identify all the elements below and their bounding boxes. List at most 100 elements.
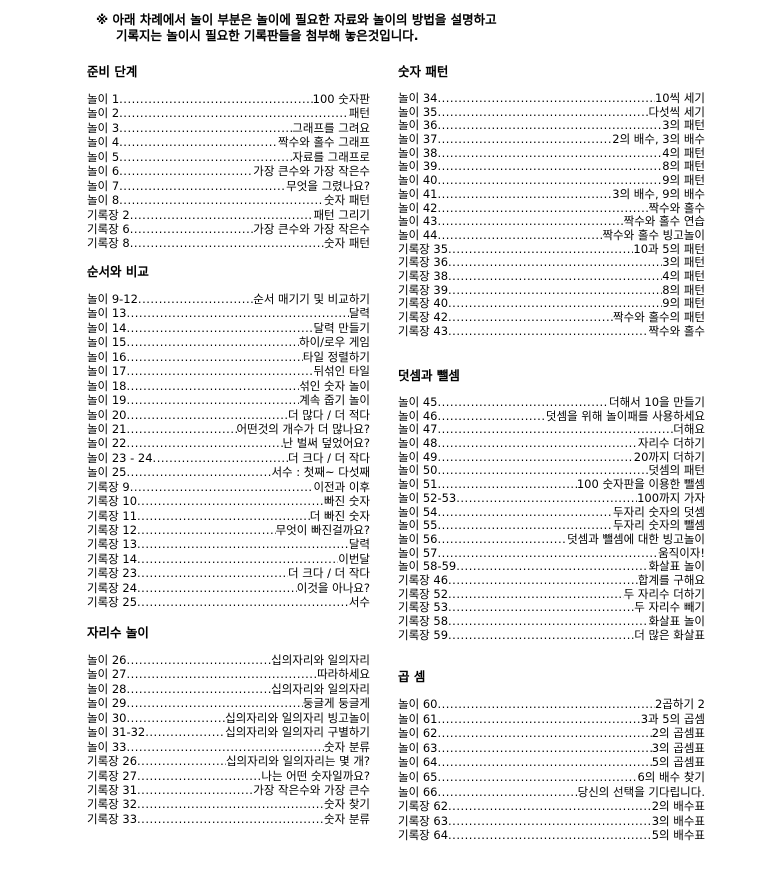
dot-leader [437, 741, 651, 756]
dot-leader [437, 188, 612, 202]
entry-title: 십의자리와 일의자리 [271, 681, 370, 696]
entry-label: 기록장 25 [87, 595, 138, 610]
entry-label: 놀이 19 [87, 393, 127, 408]
dot-leader [126, 711, 225, 725]
dot-leader [437, 437, 637, 451]
toc-entry: 놀이 55 두자리 숫자의 뺄셈 [398, 518, 705, 533]
toc-entry: 기록장 24 이것을 아나요? [87, 581, 370, 595]
entry-label: 놀이 14 [87, 320, 127, 335]
entry-title: 3과 5의 곱셈 [640, 711, 705, 726]
entry-label: 놀이 39 [398, 159, 438, 174]
entry-title: 하이/로우 게임 [298, 335, 370, 350]
toc-entry: 놀이 34 10씩 세기 [398, 91, 705, 106]
entry-label: 기록장 13 [87, 537, 138, 552]
dot-leader [448, 256, 662, 270]
dot-leader [137, 537, 349, 551]
entry-label: 기록장 24 [87, 580, 138, 595]
entry-title: 4의 패턴 [662, 145, 705, 160]
toc-entry: 놀이 40 9의 패턴 [398, 173, 705, 188]
entry-label: 기록장 6 [87, 221, 130, 236]
entry-label: 놀이 36 [398, 118, 438, 133]
entry-label: 놀이 23 - 24 [87, 450, 153, 465]
entry-label: 기록장 53 [398, 600, 449, 615]
toc-entry: 기록장 43 짝수와 홀수 [398, 323, 705, 339]
toc-entry: 놀이 26 십의자리와 일의자리 [87, 653, 370, 667]
dot-leader [119, 150, 292, 164]
dot-leader [126, 350, 302, 364]
entry-title: 20까지 더하기 [633, 449, 705, 464]
dot-leader [137, 494, 324, 508]
entry-title: 계속 줍기 놀이 [299, 393, 370, 408]
entry-title: 십의자리와 일의자리 [271, 653, 370, 667]
entry-label: 놀이 29 [87, 696, 127, 711]
entry-label: 놀이 61 [398, 711, 438, 726]
entry-label: 기록장 14 [87, 551, 138, 566]
dot-leader [137, 509, 310, 523]
entry-label: 기록장 39 [398, 282, 449, 297]
entry-title: 8의 패턴 [662, 159, 705, 174]
toc-entry: 기록장 12 무엇이 빠진걸까요? [87, 523, 370, 537]
entry-title: 5의 곱셈표 [651, 755, 705, 770]
dot-leader [126, 667, 317, 681]
entry-label: 놀이 34 [398, 91, 438, 105]
entry-label: 기록장 59 [398, 627, 449, 642]
entry-title: 합계를 구해요 [637, 572, 705, 587]
entry-label: 놀이 55 [398, 518, 438, 533]
entry-title: 패턴 [348, 106, 370, 121]
entry-label: 기록장 36 [398, 255, 449, 270]
entry-title: 6의 배수 찾기 [637, 769, 705, 784]
toc-entry: 기록장 62 2의 배수표 [398, 799, 705, 814]
toc-entry: 기록장 35 10과 5의 패턴 [398, 242, 705, 257]
dot-leader [130, 480, 314, 494]
dot-leader [437, 547, 658, 561]
dot-leader [448, 284, 662, 298]
toc-entry: 놀이 4 짝수와 홀수 그래프 [87, 135, 370, 149]
entry-title: 무엇을 그렸나요? [286, 178, 370, 193]
entry-title: 달력 [348, 306, 370, 321]
toc-entry: 기록장 52 두 자리수 더하기 [398, 587, 705, 602]
toc-entry: 놀이 39 8의 패턴 [398, 160, 705, 174]
entry-label: 놀이 35 [398, 104, 438, 119]
dot-leader [119, 92, 313, 106]
toc-entry: 놀이 5 자료를 그래프로 [87, 150, 370, 164]
toc-entry: 놀이 49 20까지 더하기 [398, 449, 705, 465]
entry-title: 더해요 [673, 422, 705, 437]
entry-label: 놀이 15 [87, 335, 127, 350]
dot-leader [126, 364, 313, 378]
entry-label: 놀이 7 [87, 178, 120, 193]
toc-entry: 놀이 33 숫자 분류 [87, 740, 370, 754]
toc-entry: 놀이 28 십의자리와 일의자리 [87, 682, 370, 696]
entry-title: 짝수와 홀수 그래프 [278, 135, 370, 150]
toc-entry: 놀이 16 타일 정렬하기 [87, 350, 370, 364]
entry-label: 놀이 66 [398, 784, 438, 799]
entry-label: 놀이 30 [87, 710, 127, 725]
entry-label: 놀이 41 [398, 186, 438, 201]
entry-label: 놀이 4 [87, 135, 120, 150]
toc-entry: 기록장 42 짝수와 홀수의 패턴 [398, 310, 705, 325]
toc-entry: 놀이 30 십의자리와 일의자리 빙고놀이 [87, 711, 370, 725]
entry-label: 놀이 31-32 [87, 725, 146, 740]
entry-title: 어떤것의 개수가 더 많나요? [236, 421, 370, 436]
toc-entry: 놀이 45 더해서 10을 만들기 [398, 395, 705, 410]
dot-leader [119, 179, 286, 193]
dot-leader [448, 297, 662, 311]
entry-label: 기록장 2 [87, 207, 130, 222]
entry-title: 더 많다 / 더 적다 [288, 407, 370, 422]
entry-title: 가장 작은수와 가장 큰수 [253, 782, 370, 797]
entry-title: 덧셈과 뺄셈에 대한 빙고놀이 [567, 531, 705, 546]
toc-entry: 기록장 25 서수 [87, 595, 370, 609]
entry-title: 100 숫자판 [312, 92, 370, 106]
dot-leader [126, 335, 299, 349]
entry-label: 기록장 10 [87, 494, 138, 509]
entry-title: 짝수와 홀수 [648, 323, 705, 338]
dot-leader [126, 422, 236, 436]
section-title: 덧셈과 뺄셈 [398, 368, 460, 383]
entry-label: 기록장 42 [398, 310, 449, 324]
dot-leader [145, 725, 225, 739]
toc-entry: 기록장 33 숫자 분류 [87, 812, 370, 826]
